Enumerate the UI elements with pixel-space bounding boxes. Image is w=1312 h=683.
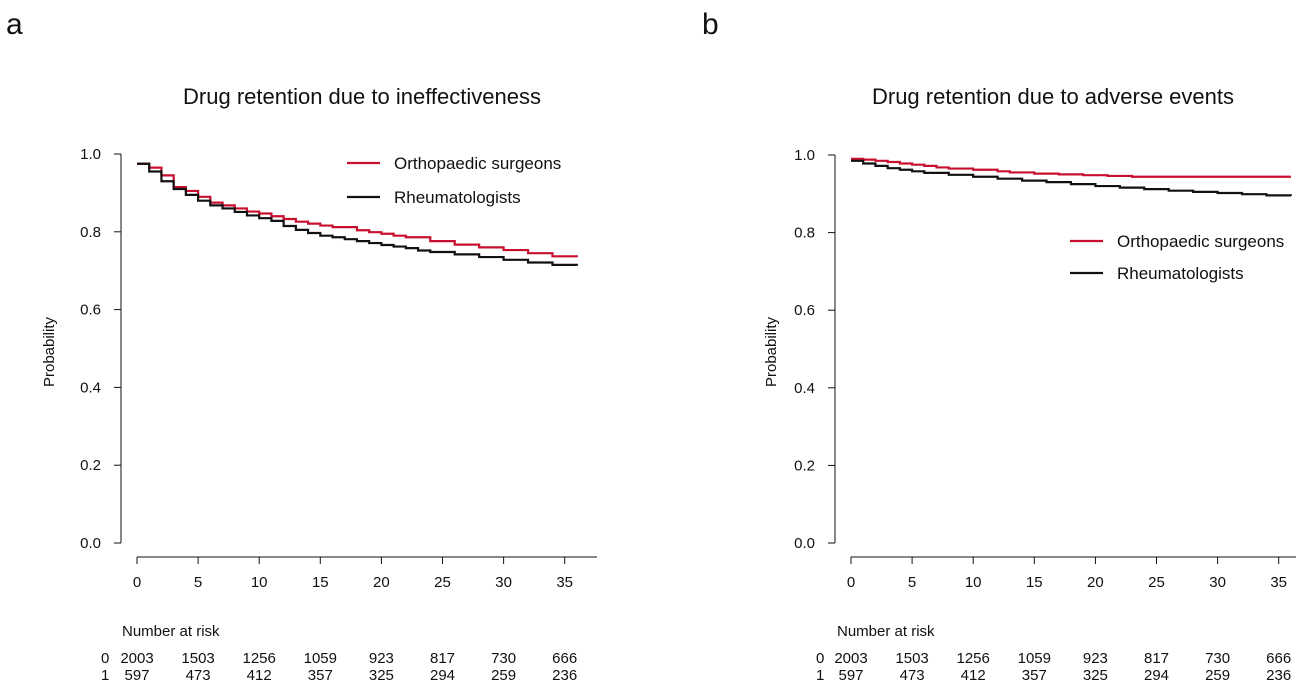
x-tick-label: 30 xyxy=(495,574,512,591)
x-tick-label: 0 xyxy=(133,574,141,591)
legend-label: Rheumatologists xyxy=(394,188,521,207)
x-tick-label: 5 xyxy=(908,574,916,591)
risk-value: 1059 xyxy=(1018,650,1051,667)
x-tick-label: 5 xyxy=(194,574,202,591)
risk-value: 1256 xyxy=(957,650,990,667)
panel-b-y-axis-label: Probability xyxy=(763,316,780,387)
panel-a: a Drug retention due to ineffectiveness … xyxy=(6,8,597,591)
risk-value: 259 xyxy=(491,667,516,683)
risk-value: 2003 xyxy=(834,650,867,667)
x-tick-label: 25 xyxy=(1148,574,1165,591)
panel-b-letter: b xyxy=(702,8,719,41)
x-tick-label: 35 xyxy=(1270,574,1287,591)
legend-label: Orthopaedic surgeons xyxy=(1117,232,1284,251)
y-tick-label: 0.0 xyxy=(80,535,101,552)
risk-value: 412 xyxy=(247,667,272,683)
panel-a-y-axis-label: Probability xyxy=(41,316,58,387)
y-tick-label: 0.2 xyxy=(794,457,815,474)
legend-label: Orthopaedic surgeons xyxy=(394,154,561,173)
risk-value: 294 xyxy=(430,667,455,683)
x-tick-label: 35 xyxy=(556,574,573,591)
risk-value: 473 xyxy=(186,667,211,683)
panel-b-title: Drug retention due to adverse events xyxy=(872,84,1234,109)
risk-row-0-label: 0 xyxy=(816,650,824,667)
x-tick-label: 25 xyxy=(434,574,451,591)
risk-row-0-label: 0 xyxy=(101,650,109,667)
x-tick-label: 30 xyxy=(1209,574,1226,591)
x-tick-label: 20 xyxy=(1087,574,1104,591)
risk-value: 236 xyxy=(552,667,577,683)
y-tick-label: 0.6 xyxy=(80,302,101,319)
risk-value: 294 xyxy=(1144,667,1169,683)
risk-value: 817 xyxy=(1144,650,1169,667)
risk-value: 1503 xyxy=(895,650,928,667)
panel-a-title: Drug retention due to ineffectiveness xyxy=(183,84,541,109)
risk-value: 666 xyxy=(552,650,577,667)
x-tick-label: 15 xyxy=(312,574,329,591)
series-line-orthopaedic-surgeons xyxy=(851,157,1291,178)
risk-value: 259 xyxy=(1205,667,1230,683)
risk-value: 666 xyxy=(1266,650,1291,667)
y-tick-label: 1.0 xyxy=(80,146,101,163)
x-tick-label: 10 xyxy=(251,574,268,591)
series-line-rheumatologists xyxy=(137,162,579,266)
risk-value: 923 xyxy=(1083,650,1108,667)
x-tick-label: 15 xyxy=(1026,574,1043,591)
y-tick-label: 0.0 xyxy=(794,535,815,552)
risk-value: 325 xyxy=(369,667,394,683)
risk-value: 412 xyxy=(961,667,986,683)
risk-value: 1256 xyxy=(243,650,276,667)
risk-value: 730 xyxy=(1205,650,1230,667)
risk-value: 1059 xyxy=(304,650,337,667)
panel-a-risk-table: Number at risk 0 1 2003 1503 1256 1059 923 81… xyxy=(101,623,577,683)
risk-value: 357 xyxy=(308,667,333,683)
y-tick-label: 0.4 xyxy=(80,379,101,396)
risk-row-1-label: 1 xyxy=(101,667,109,683)
risk-table-heading: Number at risk xyxy=(837,623,935,640)
risk-table-heading: Number at risk xyxy=(122,623,220,640)
y-tick-label: 0.4 xyxy=(794,380,815,397)
risk-value: 597 xyxy=(838,667,863,683)
risk-value: 473 xyxy=(900,667,925,683)
risk-value: 923 xyxy=(369,650,394,667)
panel-a-letter: a xyxy=(6,8,23,41)
panel-b: b Drug retention due to adverse events P… xyxy=(702,8,1296,591)
risk-value: 730 xyxy=(491,650,516,667)
risk-value: 597 xyxy=(124,667,149,683)
risk-value: 1503 xyxy=(181,650,214,667)
y-tick-label: 1.0 xyxy=(794,147,815,164)
risk-row-1-label: 1 xyxy=(816,667,824,683)
series-line-rheumatologists xyxy=(851,159,1293,197)
x-tick-label: 0 xyxy=(847,574,855,591)
risk-value: 357 xyxy=(1022,667,1047,683)
risk-value: 2003 xyxy=(120,650,153,667)
panel-b-risk-table: Number at risk 0 1 2003 1503 1256 1059 923 81… xyxy=(816,623,1291,683)
risk-value: 236 xyxy=(1266,667,1291,683)
x-tick-label: 10 xyxy=(965,574,982,591)
legend-label: Rheumatologists xyxy=(1117,264,1244,283)
x-tick-label: 20 xyxy=(373,574,390,591)
y-tick-label: 0.8 xyxy=(80,224,101,241)
series-line-orthopaedic-surgeons xyxy=(137,162,579,258)
risk-value: 325 xyxy=(1083,667,1108,683)
y-tick-label: 0.8 xyxy=(794,225,815,242)
y-tick-label: 0.6 xyxy=(794,302,815,319)
y-tick-label: 0.2 xyxy=(80,457,101,474)
risk-value: 817 xyxy=(430,650,455,667)
